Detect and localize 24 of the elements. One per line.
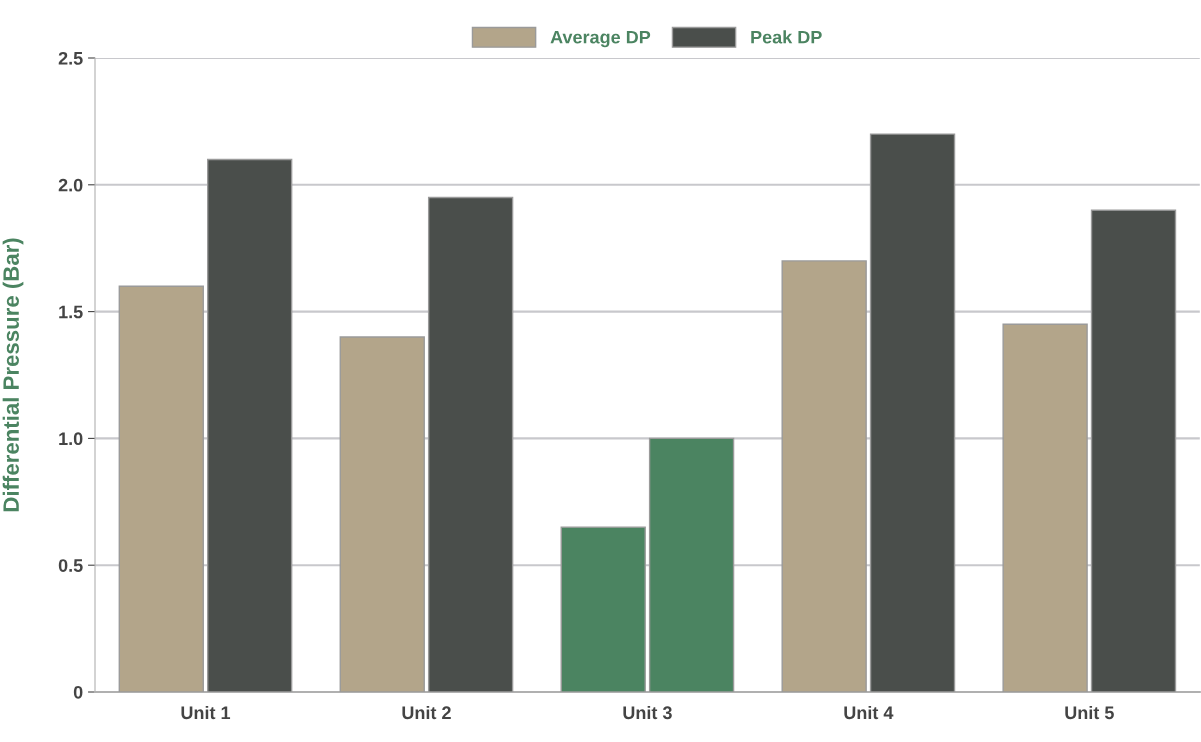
bar	[118, 285, 204, 692]
y-tick-label: 0	[73, 685, 83, 699]
y-tick-label: 1.0	[59, 432, 83, 446]
y-axis-title: Differential Pressure (Bar)	[2, 238, 24, 512]
x-tick-label: Unit 5	[1065, 705, 1114, 720]
bar	[781, 260, 867, 692]
x-tick-label: Unit 3	[623, 705, 672, 720]
bar	[1002, 323, 1088, 692]
x-tick-label: Unit 2	[402, 705, 451, 720]
x-tick-label: Unit 4	[844, 705, 894, 720]
legend-label: Average DP	[550, 30, 651, 48]
y-tick-label: 0.5	[58, 559, 83, 572]
y-tick-label: 1.5	[59, 305, 83, 319]
y-tick-label: 2.0	[58, 178, 83, 192]
bar	[560, 526, 646, 692]
bar	[206, 158, 293, 692]
bar	[427, 196, 514, 692]
bar	[1090, 209, 1177, 692]
x-tick-label: Unit 1	[181, 705, 231, 720]
bar	[339, 336, 425, 692]
y-tick-label: 2.5	[58, 51, 83, 65]
bar	[648, 437, 735, 692]
legend-label: Peak DP	[751, 30, 822, 44]
bar	[869, 133, 956, 692]
